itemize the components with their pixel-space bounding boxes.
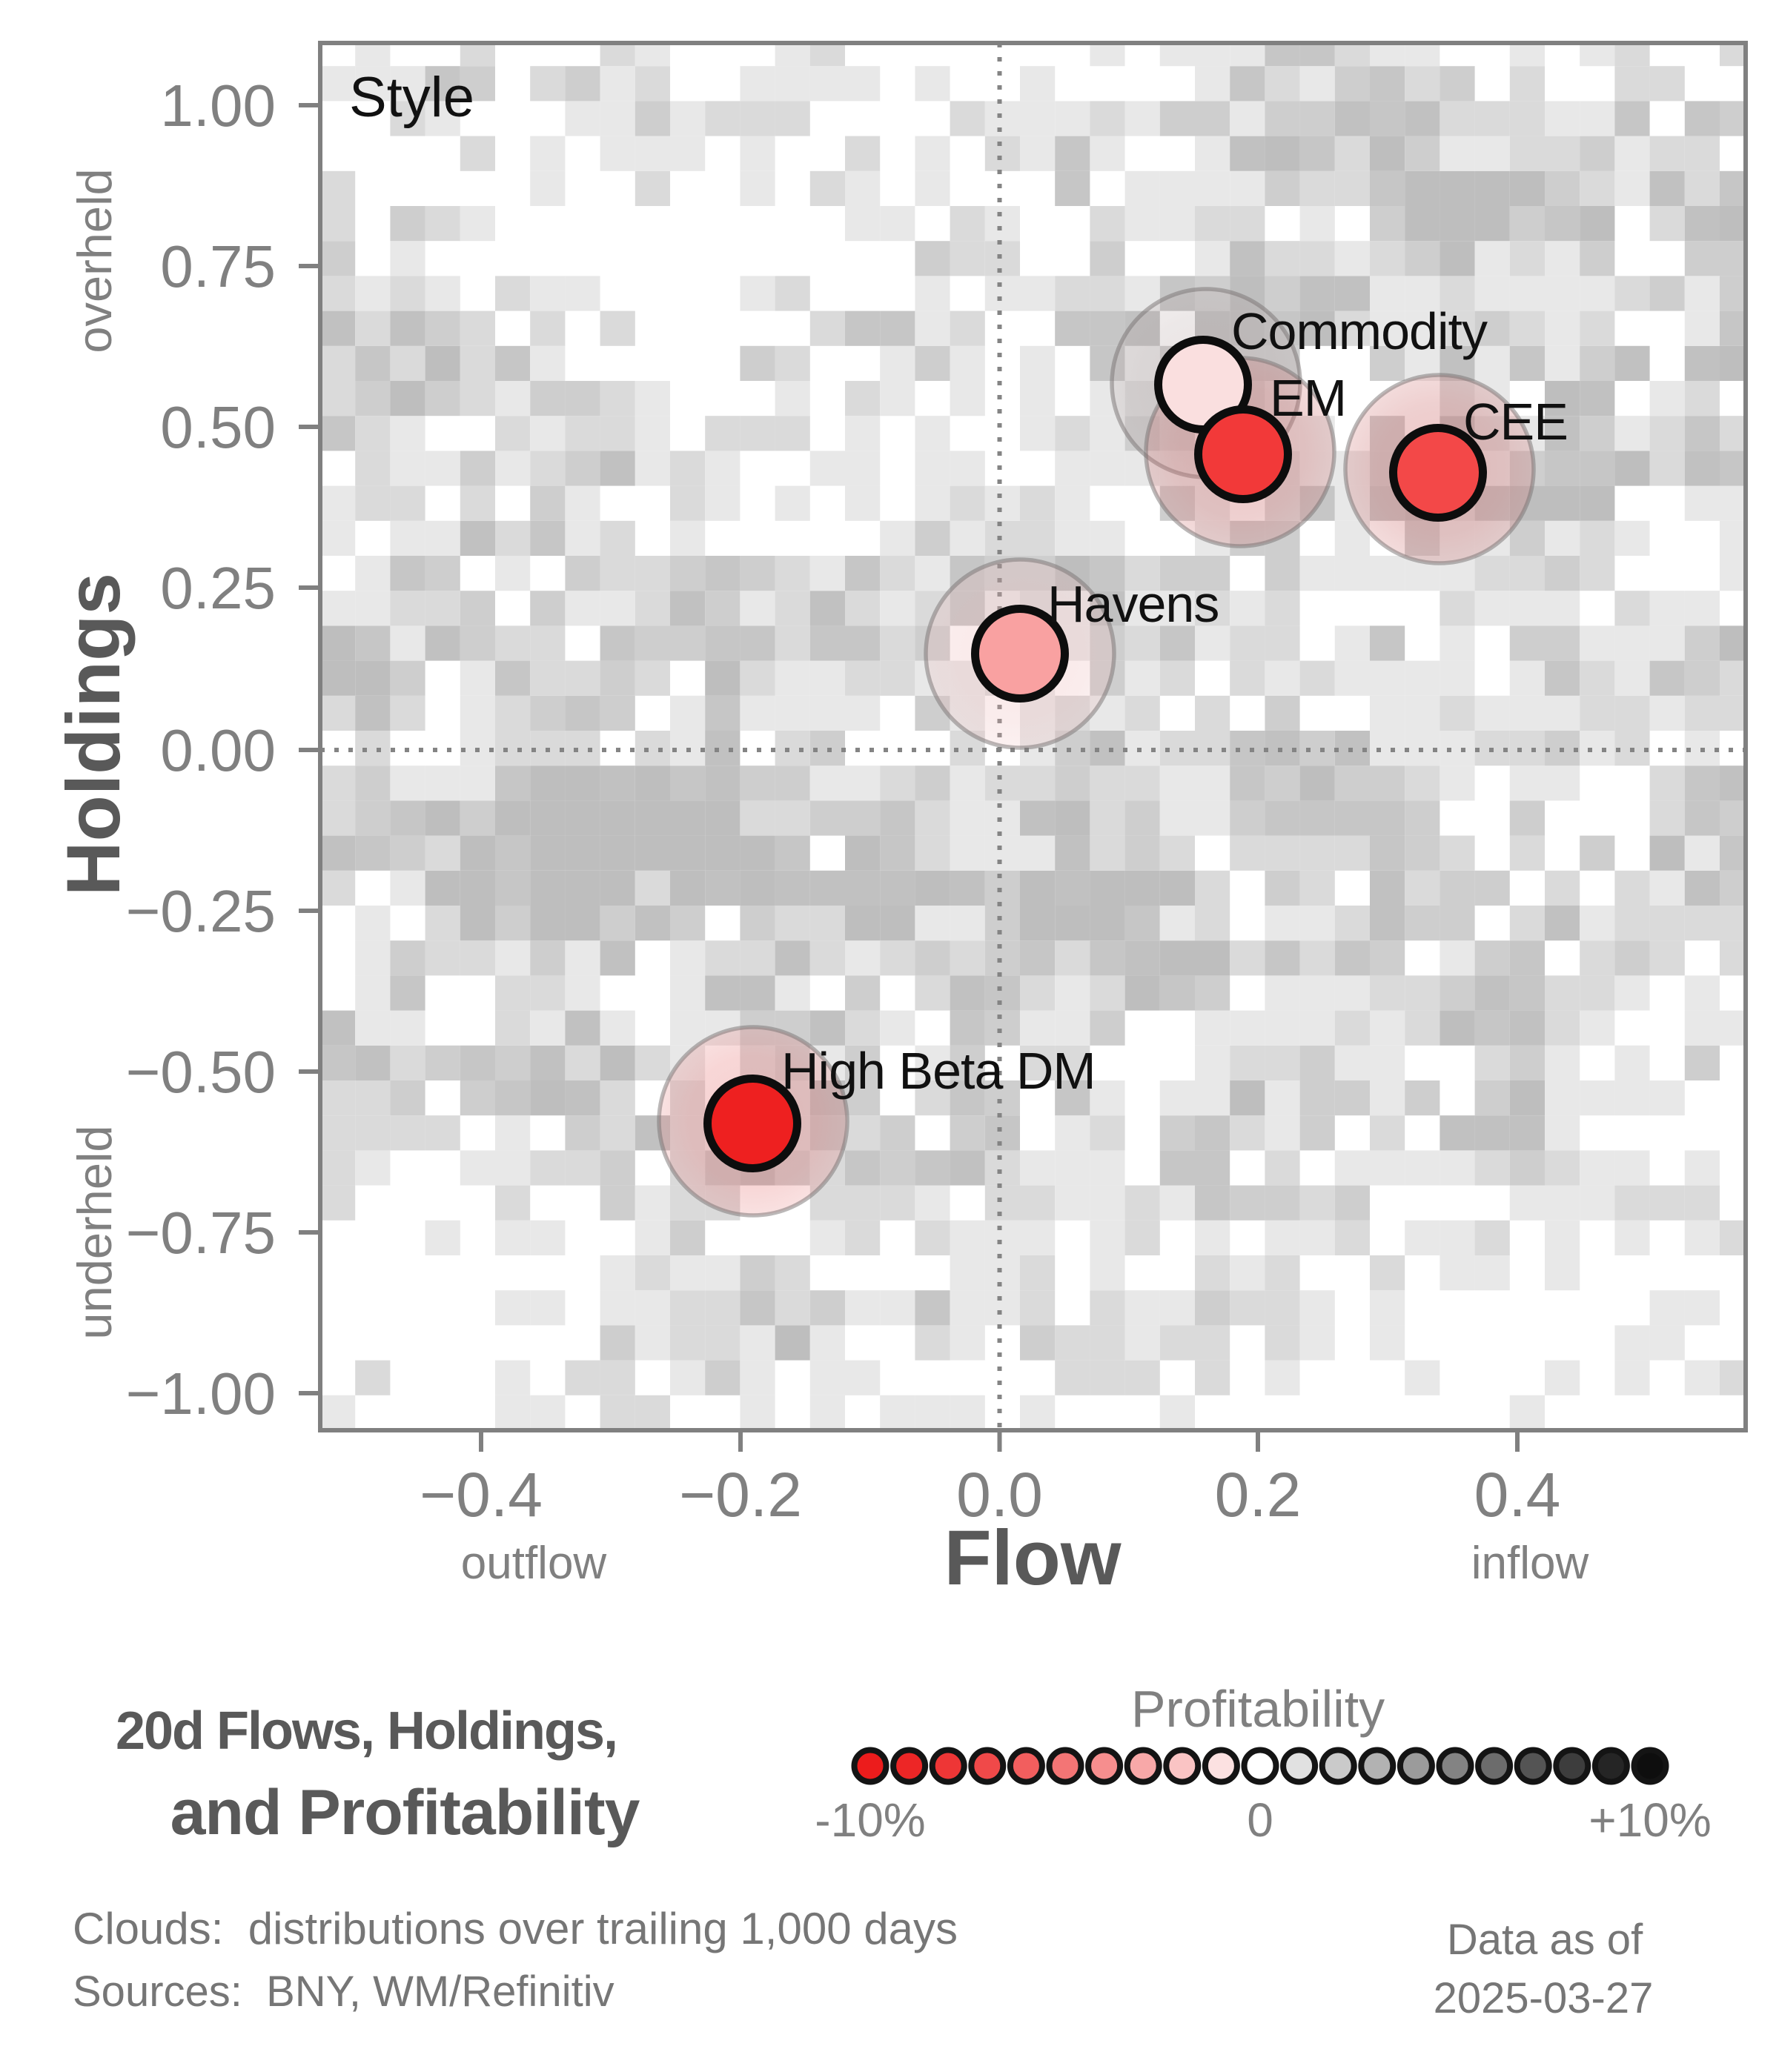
svg-text:Holdings: Holdings [51, 573, 136, 896]
svg-text:Style: Style [349, 66, 474, 129]
svg-text:overheld: overheld [67, 168, 122, 353]
svg-text:and Profitability: and Profitability [170, 1777, 640, 1848]
svg-text:Sources: BNY, WM/Refinitiv: Sources: BNY, WM/Refinitiv [73, 1968, 614, 2016]
svg-text:inflow: inflow [1471, 1538, 1589, 1589]
svg-text:2025-03-27: 2025-03-27 [1434, 1974, 1654, 2022]
svg-text:0.2: 0.2 [1215, 1460, 1302, 1530]
svg-text:−0.2: −0.2 [679, 1460, 802, 1530]
svg-text:Clouds: distributions over tr: Clouds: distributions over trailing 1,00… [73, 1904, 958, 1953]
svg-text:0.00: 0.00 [160, 717, 276, 783]
svg-text:−0.25: −0.25 [126, 878, 276, 944]
svg-text:20d Flows, Holdings,: 20d Flows, Holdings, [116, 1701, 617, 1761]
svg-text:Profitability: Profitability [1131, 1680, 1385, 1738]
svg-text:0: 0 [1247, 1793, 1273, 1847]
svg-text:1.00: 1.00 [160, 73, 276, 139]
svg-text:+10%: +10% [1588, 1793, 1711, 1847]
svg-text:CEE: CEE [1463, 393, 1568, 451]
svg-text:High Beta DM: High Beta DM [781, 1042, 1096, 1100]
svg-text:−0.4: −0.4 [420, 1460, 543, 1530]
svg-text:Data as of: Data as of [1447, 1916, 1643, 1964]
svg-text:0.4: 0.4 [1474, 1460, 1561, 1530]
svg-text:0.50: 0.50 [160, 394, 276, 460]
svg-text:0.25: 0.25 [160, 555, 276, 621]
svg-text:0.75: 0.75 [160, 233, 276, 299]
svg-text:Commodity: Commodity [1231, 302, 1488, 360]
svg-text:Flow: Flow [944, 1515, 1121, 1601]
svg-text:−0.50: −0.50 [126, 1039, 276, 1105]
svg-text:−0.75: −0.75 [126, 1200, 276, 1266]
svg-text:-10%: -10% [815, 1793, 925, 1847]
svg-text:underheld: underheld [67, 1125, 122, 1339]
svg-text:0.0: 0.0 [956, 1460, 1043, 1530]
svg-text:Havens: Havens [1047, 575, 1219, 633]
svg-text:outflow: outflow [461, 1538, 607, 1589]
svg-text:EM: EM [1270, 369, 1346, 427]
svg-text:−1.00: −1.00 [126, 1361, 276, 1427]
